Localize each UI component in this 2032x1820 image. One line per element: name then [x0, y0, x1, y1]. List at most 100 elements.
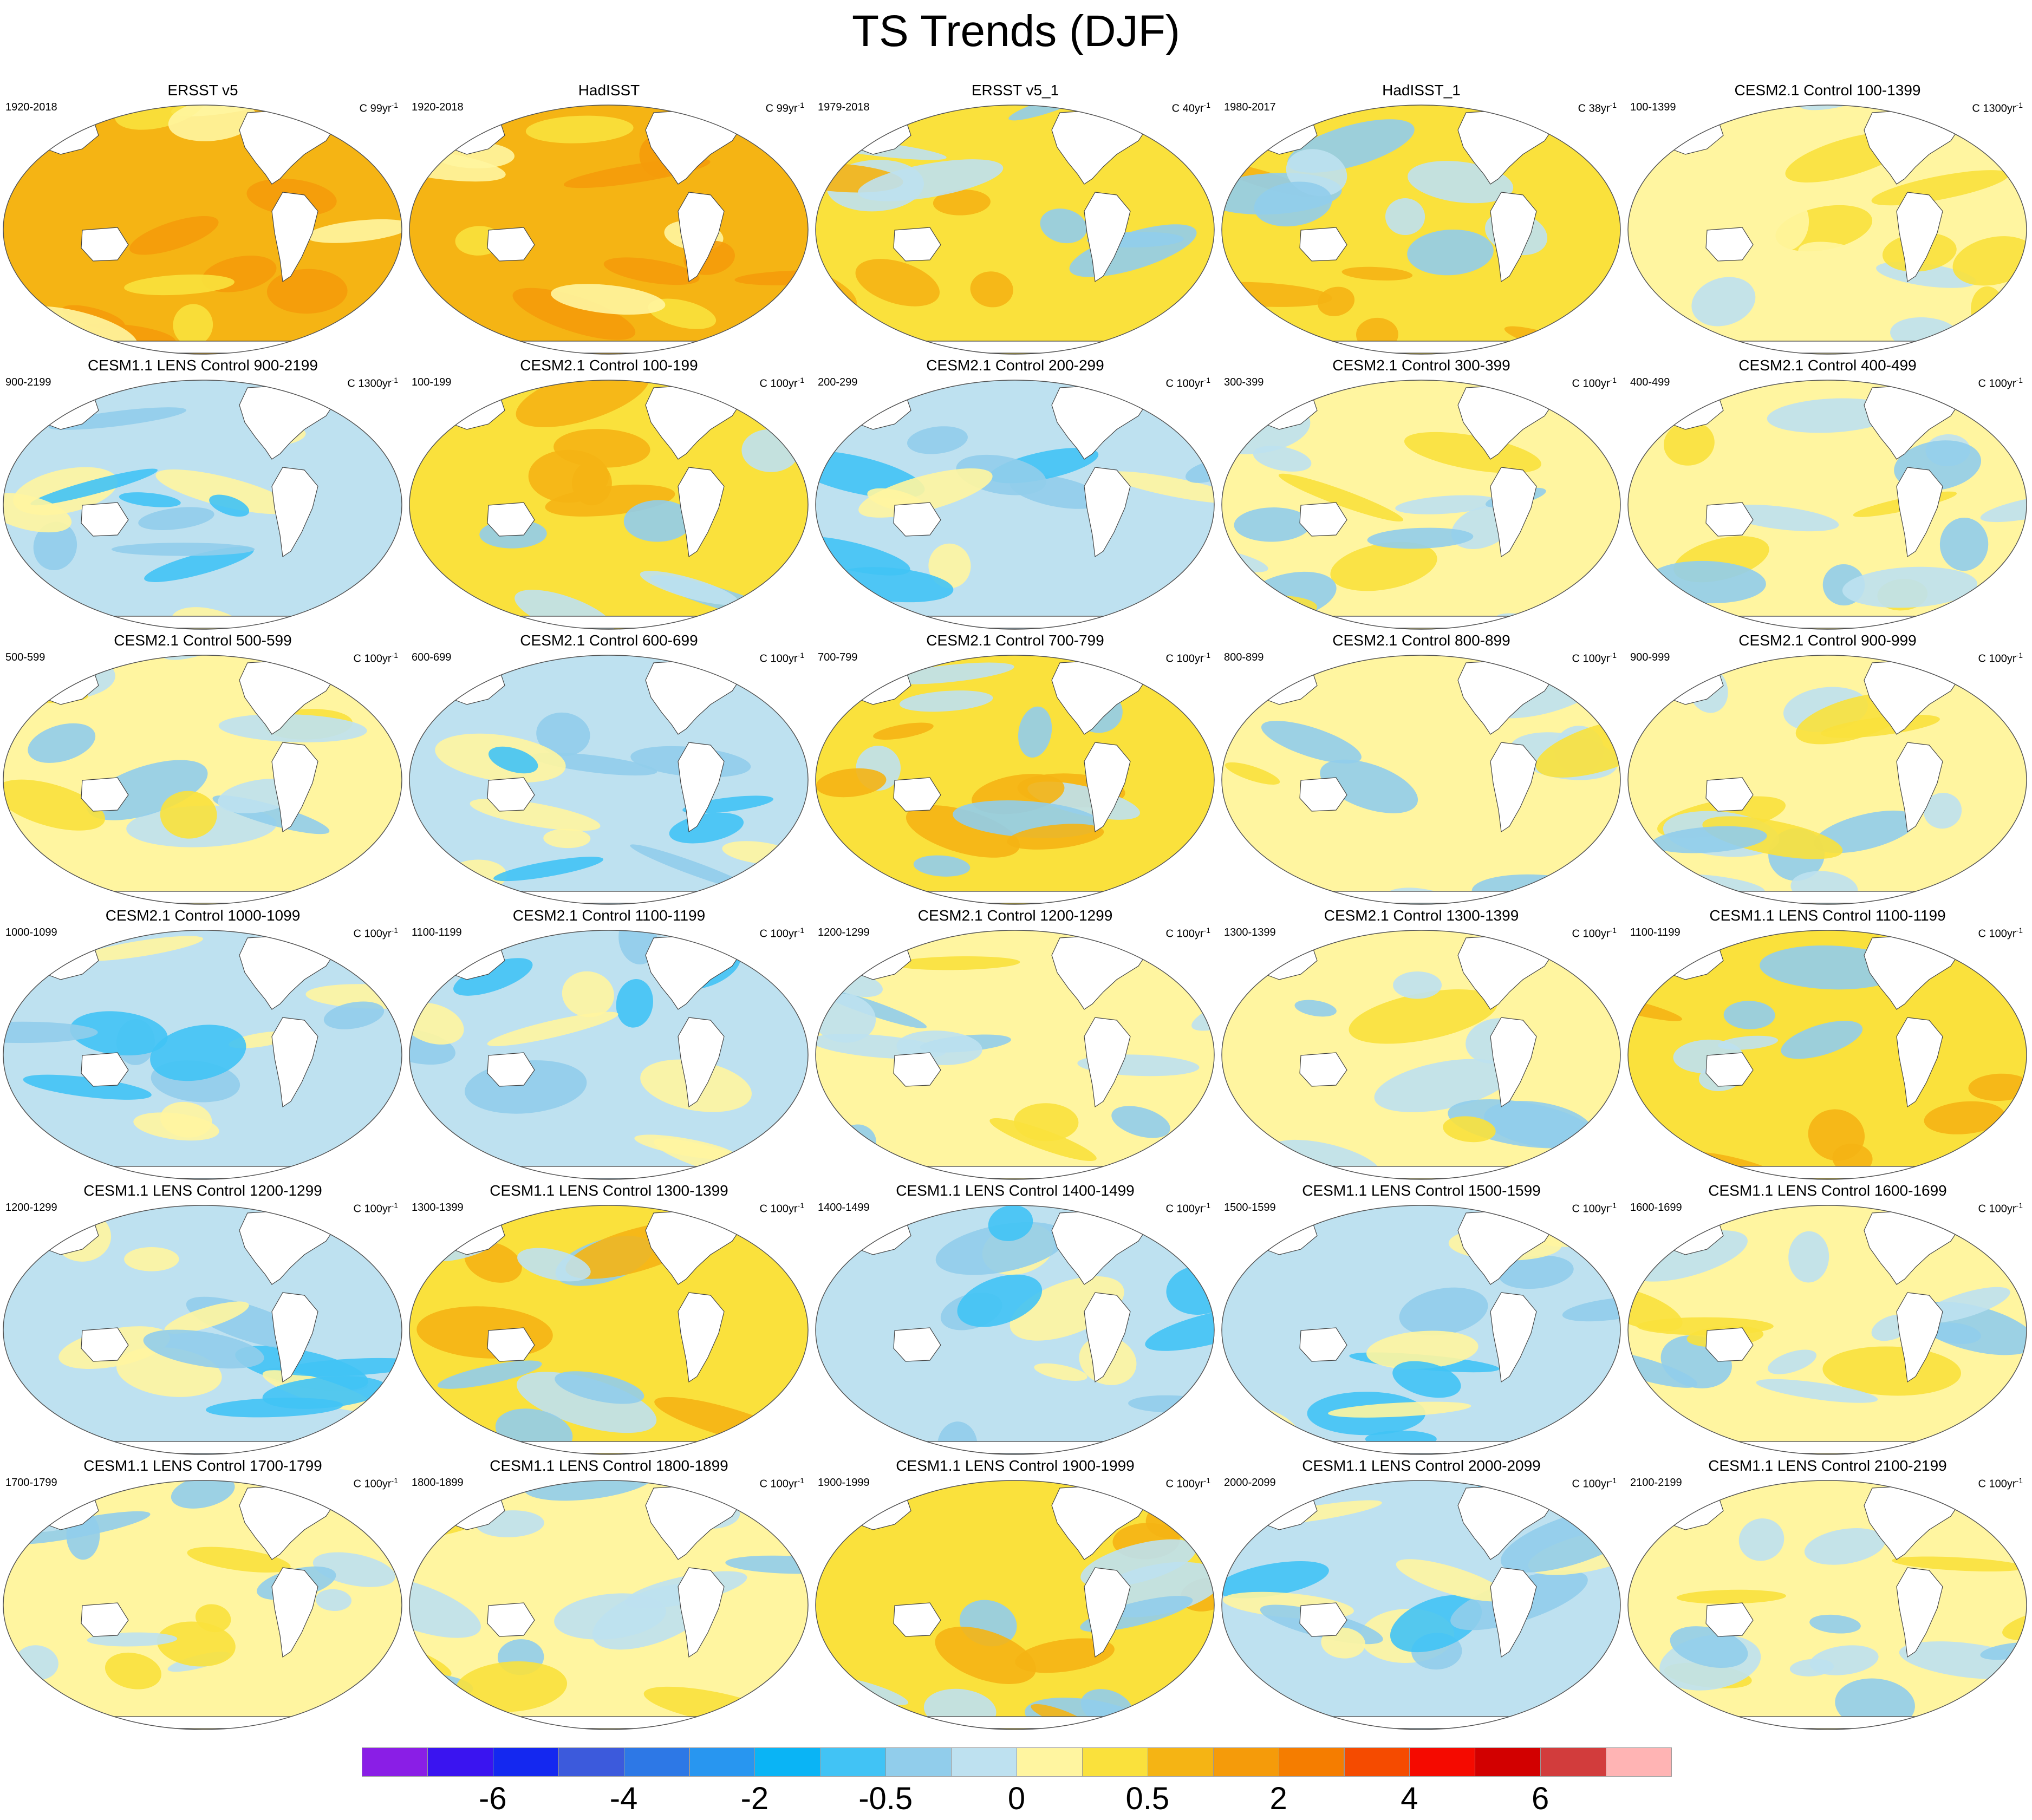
land-mask — [1701, 1166, 1951, 1179]
panel-period: 1979-2018 — [818, 101, 870, 113]
map-border — [3, 380, 402, 630]
panel-units: C 100yr-1 — [1978, 926, 2023, 940]
panel-title: CESM1.1 LENS Control 1900-1999 — [896, 1457, 1135, 1474]
colorbar-swatch — [951, 1747, 1017, 1777]
anomaly-region — [323, 1001, 385, 1029]
anomaly-region — [743, 380, 808, 394]
panel-period: 800-899 — [1224, 651, 1264, 663]
anomaly-region — [1822, 1346, 1961, 1396]
anomaly-region — [23, 1074, 152, 1100]
anomaly-region — [1929, 1322, 1981, 1344]
anomaly-region — [3, 779, 106, 831]
land-mask — [678, 1017, 725, 1108]
map-border — [3, 930, 402, 1180]
anomaly-region — [935, 1627, 1037, 1684]
anomaly-region — [640, 571, 739, 605]
anomaly-region — [554, 1593, 666, 1640]
anomaly-region — [906, 805, 1020, 858]
land-mask — [1544, 381, 1578, 405]
land-mask — [487, 502, 535, 537]
anomaly-region — [1968, 1073, 2027, 1101]
map-panel: ERSST v5_1 1979-2018 C 40yr-1 — [813, 81, 1217, 356]
anomaly-region — [738, 1203, 811, 1206]
land-mask — [893, 502, 941, 537]
colorbar-swatch — [1409, 1747, 1476, 1777]
map-border — [3, 1480, 402, 1730]
map-panel: CESM2.1 Control 500-599 500-599 C 100yr-1 — [1, 631, 405, 906]
panel-units: C 40yr-1 — [1171, 101, 1210, 115]
land-mask — [1138, 1481, 1171, 1505]
panel-period: 1500-1599 — [1224, 1202, 1276, 1214]
land-mask — [76, 341, 327, 354]
colorbar-swatch — [1475, 1747, 1541, 1777]
ocean-field — [3, 1205, 402, 1454]
ocean-field — [1222, 105, 1620, 354]
panel-period: 1920-2018 — [5, 101, 57, 113]
anomaly-region — [1018, 706, 1052, 758]
panel-units: C 100yr-1 — [1165, 651, 1210, 665]
panel-period: 1300-1399 — [1224, 927, 1276, 938]
ocean-field — [1628, 1480, 2027, 1730]
map-border — [1221, 380, 1621, 630]
land-mask — [325, 656, 359, 680]
colorbar-tick-label: 2 — [1269, 1781, 1287, 1816]
map-panel: CESM1.1 LENS Control 1600-1699 1600-1699 C… — [1626, 1182, 2029, 1457]
anomaly-region — [1738, 1518, 1784, 1561]
anomaly-region — [725, 1555, 808, 1574]
anomaly-region — [734, 380, 808, 386]
land-mask — [893, 1327, 941, 1362]
robinson-map — [815, 105, 1215, 355]
anomaly-region — [1261, 721, 1362, 764]
panel-title: CESM1.1 LENS Control 1400-1499 — [896, 1182, 1135, 1199]
anomaly-region — [1628, 1286, 1683, 1332]
robinson-map — [3, 1480, 402, 1730]
land-mask — [1701, 1716, 1951, 1729]
anomaly-region — [1040, 208, 1087, 244]
anomaly-region — [512, 288, 636, 340]
anomaly-region — [1106, 471, 1214, 504]
anomaly-region — [160, 791, 217, 839]
map-panel: CESM2.1 Control 900-999 900-999 C 100yr-1 — [1626, 631, 2029, 906]
map-panel: CESM2.1 Control 800-899 800-899 C 100yr-1 — [1220, 631, 1623, 906]
anomaly-region — [3, 1021, 98, 1043]
panel-units: C 100yr-1 — [353, 926, 398, 940]
anomaly-region — [124, 1247, 179, 1271]
panel-period: 400-499 — [1630, 376, 1670, 388]
anomaly-region — [70, 1011, 168, 1056]
land-mask — [893, 1052, 941, 1087]
land-mask — [271, 1017, 318, 1108]
panel-units: C 100yr-1 — [1165, 926, 1210, 940]
anomaly-region — [1767, 398, 1896, 433]
anomaly-region — [1367, 527, 1474, 549]
panel-period: 1700-1799 — [5, 1477, 57, 1489]
map-panel: CESM2.1 Control 700-799 700-799 C 100yr-1 — [813, 631, 1217, 906]
land-mask — [1896, 1292, 1943, 1383]
anomaly-region — [1392, 1361, 1461, 1398]
anomaly-region — [935, 1222, 1067, 1275]
land-mask — [1950, 106, 1984, 129]
land-mask — [81, 1602, 129, 1637]
map-border — [815, 105, 1215, 355]
panel-title: ERSST v5 — [167, 82, 238, 99]
robinson-map — [1627, 105, 2027, 355]
anomaly-region — [1756, 1379, 1878, 1403]
anomaly-region — [743, 928, 803, 935]
land-mask — [889, 616, 1139, 629]
anomaly-region — [1924, 1101, 2005, 1134]
anomaly-region — [171, 1480, 235, 1509]
land-mask — [271, 192, 318, 283]
land-mask — [1299, 1602, 1347, 1637]
anomaly-region — [266, 269, 348, 314]
land-mask — [1138, 1206, 1171, 1230]
land-mask — [483, 616, 733, 629]
anomaly-region — [855, 259, 940, 306]
panel-units: C 100yr-1 — [759, 376, 804, 390]
robinson-map — [3, 655, 402, 905]
anomaly-region — [816, 1141, 831, 1179]
land-mask — [1490, 742, 1537, 833]
land-mask — [1896, 467, 1943, 558]
anomaly-region — [551, 284, 666, 315]
colorbar-swatch — [362, 1747, 428, 1777]
anomaly-region — [129, 216, 219, 255]
land-mask — [1705, 1602, 1754, 1637]
